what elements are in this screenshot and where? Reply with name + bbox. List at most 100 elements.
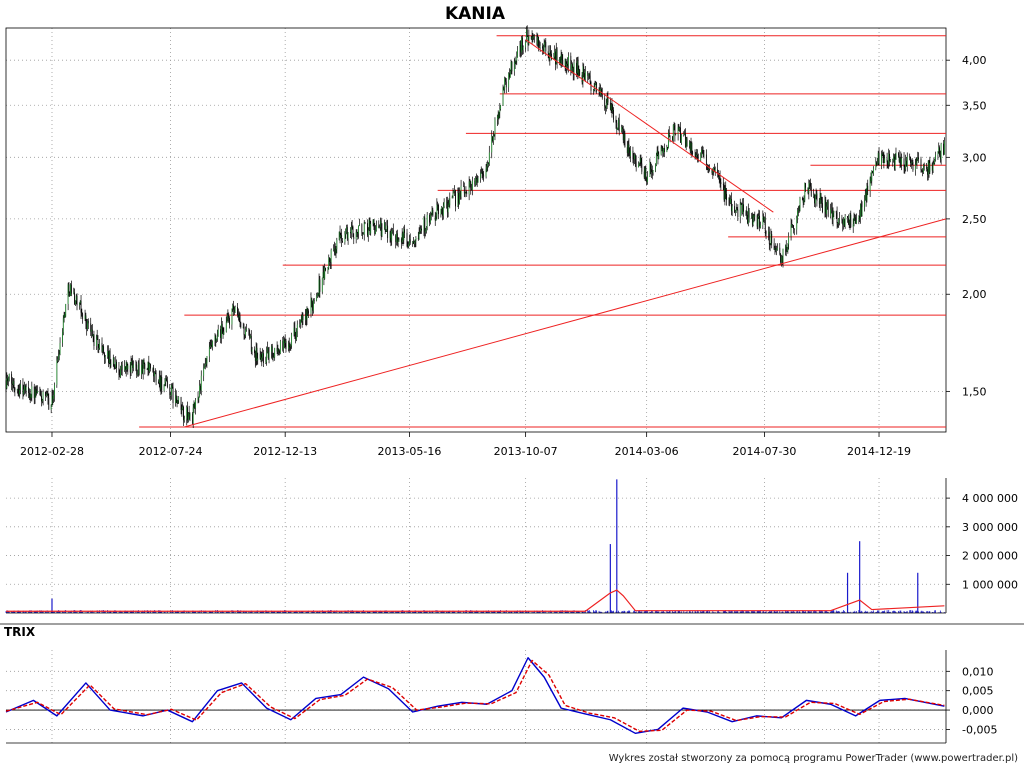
candle-body <box>920 159 922 171</box>
candle-727 <box>826 202 827 219</box>
candle-594 <box>675 133 677 136</box>
candle-body <box>220 329 222 338</box>
candle-body <box>689 141 690 146</box>
candle-body <box>277 348 279 352</box>
candle-527 <box>600 84 602 98</box>
candle-428 <box>488 161 489 168</box>
candle-body <box>355 231 357 239</box>
candle-225 <box>259 347 261 360</box>
candle-body <box>869 177 871 191</box>
candle-731 <box>831 202 832 214</box>
candle-90 <box>107 345 109 359</box>
candle-165 <box>191 412 193 425</box>
candle-423 <box>482 168 484 180</box>
candle-607 <box>690 137 692 156</box>
candle-479 <box>545 38 547 57</box>
candle-347 <box>396 229 398 246</box>
candle-body <box>407 246 409 248</box>
candle-562 <box>639 154 641 166</box>
candle-body <box>904 166 906 170</box>
candle-body <box>233 305 234 310</box>
candle-717 <box>814 194 816 208</box>
candle-body <box>582 66 584 83</box>
candle-593 <box>674 123 676 142</box>
candle-body <box>592 90 594 91</box>
candle-494 <box>562 53 564 67</box>
candle-817 <box>927 160 929 181</box>
candle-body <box>171 385 173 387</box>
candle-207 <box>238 311 240 322</box>
candle-body <box>538 36 539 48</box>
candle-711 <box>808 179 810 200</box>
candle-397 <box>453 190 455 194</box>
candle-554 <box>630 146 631 163</box>
candle-body <box>197 397 199 401</box>
candle-body <box>584 71 586 80</box>
candle-483 <box>550 45 552 57</box>
candle-body <box>792 224 794 226</box>
candle-body <box>421 228 422 231</box>
candle-body <box>928 160 930 173</box>
trix-ytick-label-1: 0,005 <box>962 685 994 698</box>
candle-body <box>319 279 321 292</box>
candle-body <box>684 133 685 135</box>
candle-63 <box>75 294 77 305</box>
candle-103 <box>120 362 122 376</box>
candle-84 <box>99 339 100 350</box>
candle-141 <box>164 378 166 387</box>
candle-782 <box>888 148 890 170</box>
candle-body <box>458 192 460 204</box>
candle-body <box>154 372 156 374</box>
candle-250 <box>288 340 289 352</box>
candle-561 <box>638 162 640 167</box>
candle-642 <box>730 195 731 205</box>
candle-body <box>685 138 687 148</box>
candle-body <box>638 162 640 164</box>
candle-682 <box>775 243 777 253</box>
candle-436 <box>497 110 499 125</box>
candle-body <box>872 170 873 174</box>
candle-body <box>754 215 756 217</box>
candle-639 <box>726 188 727 206</box>
candle-513 <box>584 69 585 81</box>
candle-204 <box>234 305 236 313</box>
candle-396 <box>452 187 454 199</box>
candle-649 <box>737 204 739 222</box>
candle-body <box>578 69 580 77</box>
candle-body <box>311 298 313 303</box>
candle-384 <box>438 203 439 219</box>
candle-body <box>505 78 506 82</box>
candle-body <box>759 215 761 228</box>
candle-body <box>296 331 297 340</box>
candle-body <box>271 346 272 352</box>
candle-body <box>430 214 431 223</box>
candle-300 <box>344 231 346 245</box>
candle-389 <box>443 198 445 209</box>
candle-420 <box>480 169 481 183</box>
candle-body <box>463 186 465 194</box>
candle-211 <box>243 323 245 340</box>
price-xtick-label-2: 2012-12-13 <box>253 445 317 458</box>
candle-140 <box>163 384 165 393</box>
candle-245 <box>282 336 284 352</box>
candle-body <box>198 397 200 399</box>
candle-body <box>776 247 778 250</box>
candle-body <box>20 384 21 390</box>
candle-body <box>412 241 414 243</box>
candle-413 <box>471 183 472 191</box>
price-xtick-label-4: 2013-10-07 <box>494 445 558 458</box>
candle-body <box>667 147 669 149</box>
candle-body <box>706 165 708 169</box>
candle-633 <box>719 170 721 188</box>
volume-ytick-label-1: 3 000 000 <box>962 521 1018 534</box>
candle-body <box>871 170 873 182</box>
candle-body <box>214 335 216 342</box>
candle-body <box>423 217 425 231</box>
candle-body <box>175 395 176 403</box>
candle-388 <box>442 202 444 220</box>
candle-body <box>594 84 596 89</box>
candle-716 <box>814 193 815 208</box>
candle-body <box>819 193 821 205</box>
candle-body <box>550 51 552 54</box>
candle-body <box>475 177 476 185</box>
